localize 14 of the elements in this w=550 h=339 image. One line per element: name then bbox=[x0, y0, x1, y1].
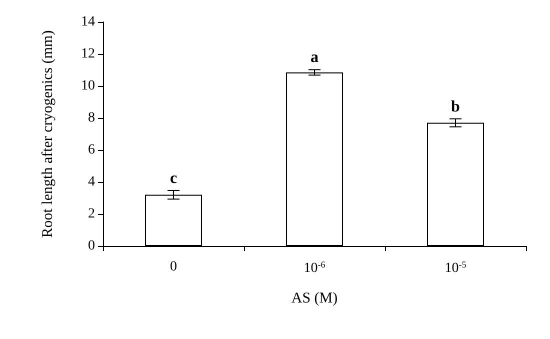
y-tick-label: 6 bbox=[88, 142, 95, 158]
y-tick-label: 4 bbox=[88, 174, 95, 190]
x-tick-label: 0 bbox=[170, 260, 177, 274]
y-tick-label: 12 bbox=[81, 46, 95, 62]
annotation: a bbox=[310, 49, 318, 66]
x-axis-title: AS (M) bbox=[291, 290, 338, 306]
y-tick-label: 14 bbox=[81, 14, 95, 30]
annotation: c bbox=[170, 170, 178, 187]
y-tick-label: 10 bbox=[81, 78, 95, 94]
y-tick-label: 0 bbox=[88, 238, 95, 254]
annotation: b bbox=[451, 98, 460, 116]
y-axis-title: Root length after cryogenics (mm) bbox=[40, 30, 56, 238]
y-tick-label: 2 bbox=[88, 206, 95, 222]
y-tick-label: 8 bbox=[88, 110, 95, 126]
